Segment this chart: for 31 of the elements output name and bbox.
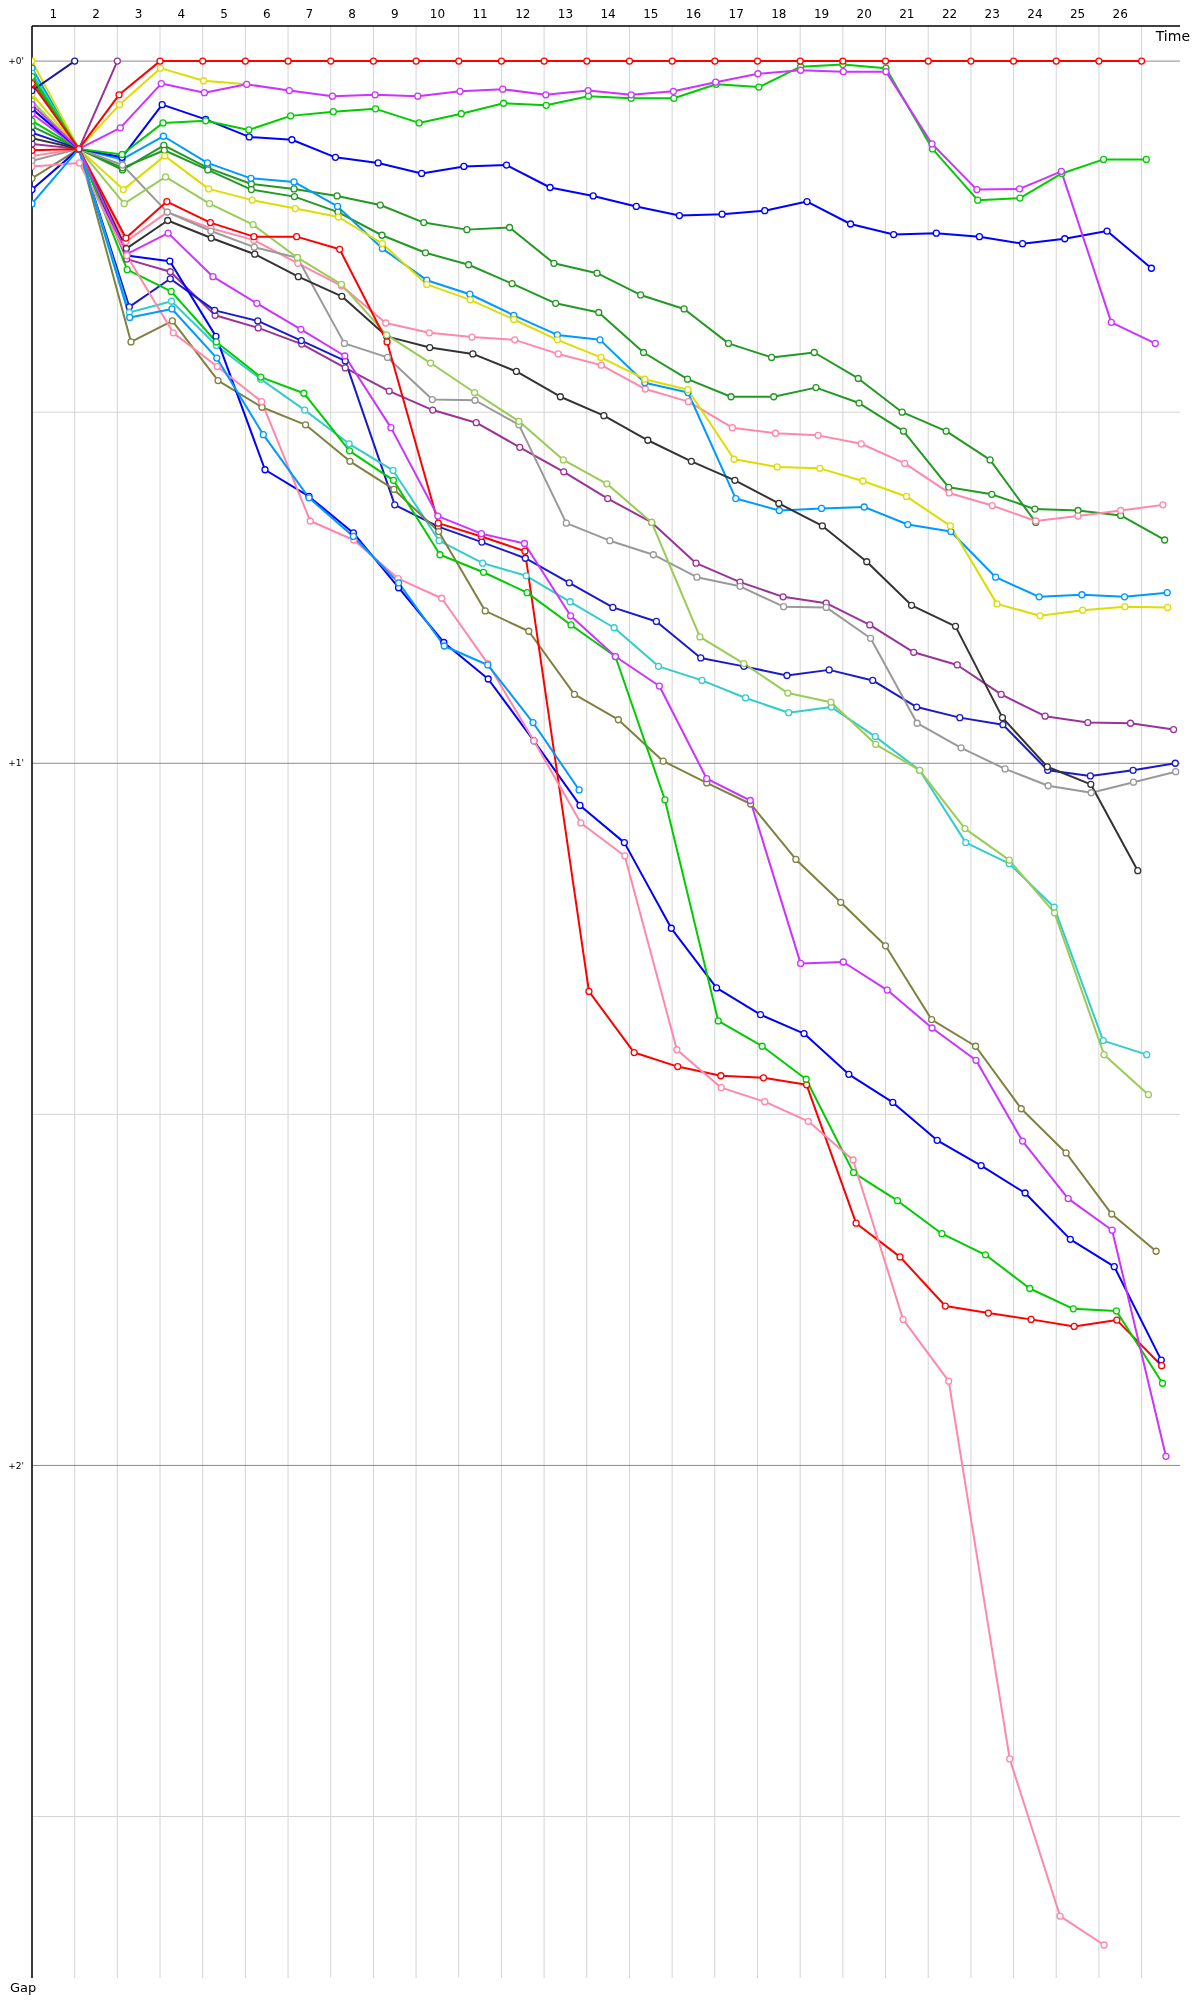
x-tick-label: 15 <box>643 7 659 21</box>
x-tick-label: 16 <box>685 7 702 21</box>
x-tick-label: 5 <box>220 7 228 21</box>
x-tick-label: 20 <box>856 7 872 21</box>
x-tick-label: 19 <box>813 7 830 21</box>
x-tick-label: 23 <box>984 7 1000 21</box>
y-axis-title: Gap <box>10 1980 37 1995</box>
x-tick-label: 3 <box>134 7 143 21</box>
x-tick-label: 25 <box>1069 7 1086 21</box>
x-tick-label: 10 <box>429 7 446 21</box>
x-tick-label: 18 <box>771 7 787 21</box>
x-tick-label: 1 <box>49 7 58 21</box>
x-tick-label: 6 <box>262 7 271 21</box>
x-tick-label: 21 <box>899 7 915 21</box>
x-tick-label: 11 <box>472 7 488 21</box>
y-tick-label: +1' <box>8 758 24 769</box>
x-tick-label: 26 <box>1112 7 1128 21</box>
x-tick-label: 7 <box>305 7 314 21</box>
x-tick-label: 14 <box>600 7 616 21</box>
y-tick-label: +2' <box>8 1460 24 1471</box>
x-tick-label: 2 <box>92 7 100 21</box>
x-axis-title: Time <box>1155 28 1190 44</box>
x-tick-label: 9 <box>390 7 399 21</box>
x-tick-label: 13 <box>557 7 574 21</box>
x-tick-label: 24 <box>1027 7 1043 21</box>
y-tick-label: +0' <box>8 56 24 67</box>
x-tick-label: 17 <box>728 7 744 21</box>
x-tick-label: 12 <box>515 7 531 21</box>
x-tick-label: 4 <box>177 7 186 21</box>
x-tick-label: 22 <box>941 7 958 21</box>
x-tick-label: 8 <box>348 7 356 21</box>
